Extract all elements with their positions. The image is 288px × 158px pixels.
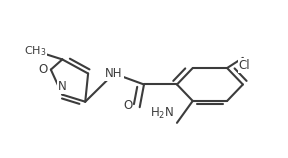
Text: Cl: Cl — [238, 59, 250, 72]
Text: CH$_3$: CH$_3$ — [24, 44, 46, 58]
Text: H$_2$N: H$_2$N — [150, 106, 174, 121]
Text: N: N — [58, 80, 67, 93]
Text: O: O — [39, 63, 48, 76]
Text: O: O — [123, 99, 132, 112]
Text: NH: NH — [105, 67, 123, 80]
